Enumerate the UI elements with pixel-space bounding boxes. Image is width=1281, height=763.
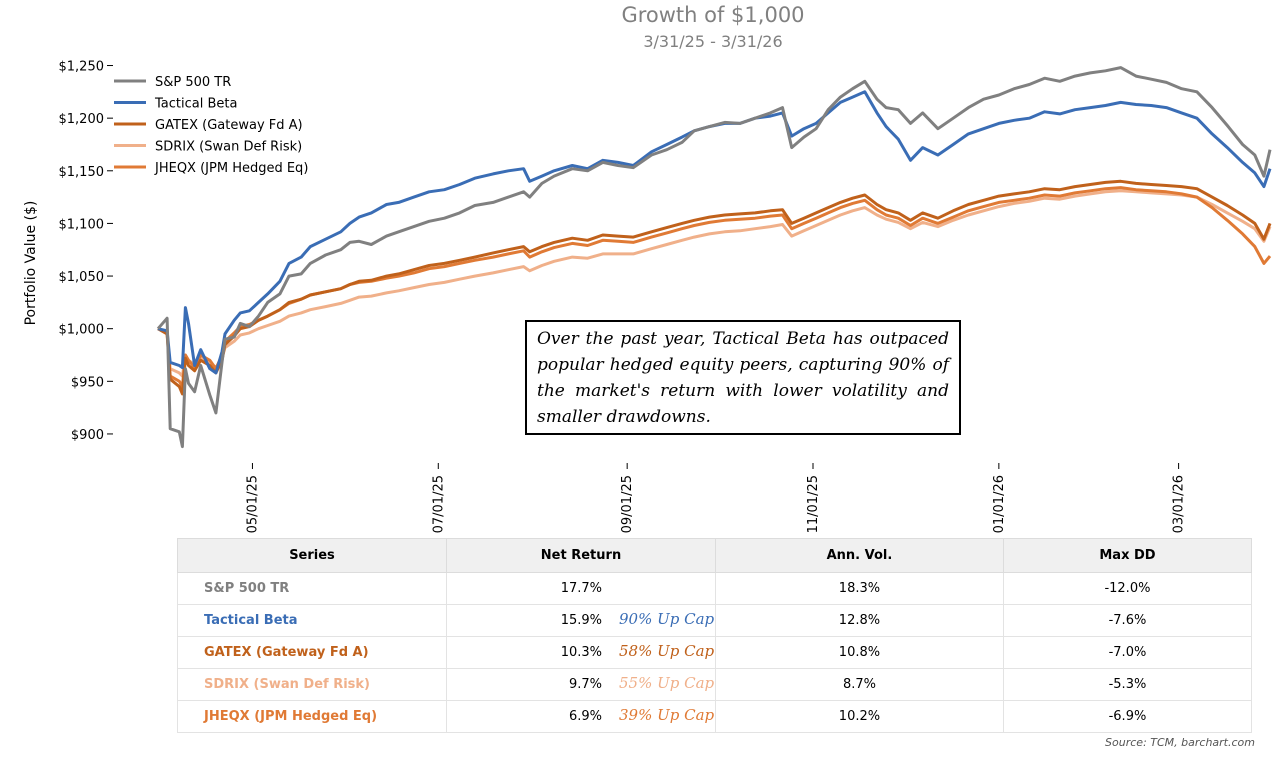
row-net-return: 15.9% 90% Up Cap [446, 604, 716, 637]
header-ann-vol: Ann. Vol. [715, 538, 1004, 573]
net-return-value: 9.7% [568, 677, 602, 692]
row-net-return: 6.9% 39% Up Cap [446, 700, 716, 733]
chart-subtitle: 3/31/25 - 3/31/26 [643, 32, 782, 51]
growth-chart: Growth of $1,000 3/31/25 - 3/31/26 Portf… [23, 3, 1272, 533]
series-lines [156, 66, 1272, 449]
y-tick-label: $1,250 [59, 60, 105, 75]
legend: S&P 500 TR Tactical Beta GATEX (Gateway Fd… [114, 75, 308, 176]
up-capture-note: 58% Up Cap [619, 642, 715, 660]
net-return-value: 15.9% [560, 613, 602, 628]
header-net-return: Net Return [446, 538, 716, 573]
table-row: JHEQX (JPM Hedged Eq) 6.9% 39% Up Cap 10.… [177, 700, 1253, 733]
table-row: SDRIX (Swan Def Risk) 9.7% 55% Up Cap 8.7… [177, 668, 1253, 701]
row-net-return: 10.3% 58% Up Cap [446, 636, 716, 669]
row-series-name: GATEX (Gateway Fd A) [177, 636, 447, 669]
y-tick-label: $1,200 [59, 112, 105, 127]
callout-box: Over the past year, Tactical Beta has ou… [525, 320, 961, 435]
x-tick-label: 05/01/25 [245, 475, 260, 533]
y-tick-label: $1,100 [59, 217, 105, 232]
header-series: Series [177, 538, 447, 573]
row-ann-vol: 18.3% [715, 572, 1004, 605]
net-return-value: 17.7% [560, 581, 602, 596]
row-ann-vol: 8.7% [715, 668, 1004, 701]
header-max-dd: Max DD [1002, 538, 1253, 573]
row-ann-vol: 12.8% [715, 604, 1004, 637]
table-header-row: Series Net Return Ann. Vol. Max DD [177, 538, 1253, 573]
series-line [156, 66, 1272, 449]
x-tick-label: 11/01/25 [806, 475, 821, 533]
y-tick-label: $1,150 [59, 165, 105, 180]
x-tick-label: 07/01/25 [431, 475, 446, 533]
source-note: Source: TCM, barchart.com [1105, 736, 1255, 749]
table-row: GATEX (Gateway Fd A) 10.3% 58% Up Cap 10.… [177, 636, 1253, 669]
legend-label: S&P 500 TR [155, 75, 231, 90]
row-series-name: S&P 500 TR [177, 572, 447, 605]
x-tick-label: 09/01/25 [620, 475, 635, 533]
x-tick-label: 03/01/26 [1172, 475, 1187, 533]
row-series-name: SDRIX (Swan Def Risk) [177, 668, 447, 701]
chart-title: Growth of $1,000 [621, 3, 804, 27]
y-tick-label: $1,050 [59, 270, 105, 285]
series-line [157, 189, 1272, 378]
legend-label: GATEX (Gateway Fd A) [155, 118, 303, 133]
legend-label: Tactical Beta [154, 97, 237, 112]
row-ann-vol: 10.8% [715, 636, 1004, 669]
up-capture-note: 39% Up Cap [619, 706, 715, 724]
net-return-value: 10.3% [560, 645, 602, 660]
row-net-return: 17.7% [446, 572, 716, 605]
row-net-return: 9.7% 55% Up Cap [446, 668, 716, 701]
net-return-value: 6.9% [568, 709, 602, 724]
series-line [157, 90, 1272, 375]
table-row: S&P 500 TR 17.7% 18.3% -12.0% [177, 572, 1253, 605]
row-max-dd: -12.0% [1002, 572, 1253, 605]
table-row: Tactical Beta 15.9% 90% Up Cap 12.8% -7.6… [177, 604, 1253, 637]
x-tick-label: 01/01/26 [992, 475, 1007, 533]
row-max-dd: -5.3% [1002, 668, 1253, 701]
y-tick-label: $900 [71, 428, 104, 443]
up-capture-note: 90% Up Cap [619, 610, 715, 628]
y-axis: $900 $950 $1,000 $1,050 $1,100 $1,150 $1,200 $1… [59, 60, 113, 443]
stats-table: Series Net Return Ann. Vol. Max DD S&P 5… [177, 538, 1253, 733]
legend-label: SDRIX (Swan Def Risk) [155, 140, 302, 155]
y-axis-label: Portfolio Value ($) [23, 201, 39, 326]
row-ann-vol: 10.2% [715, 700, 1004, 733]
row-max-dd: -6.9% [1002, 700, 1253, 733]
row-series-name: JHEQX (JPM Hedged Eq) [177, 700, 447, 733]
y-tick-label: $1,000 [59, 323, 105, 338]
legend-label: JHEQX (JPM Hedged Eq) [154, 161, 308, 176]
row-series-name: Tactical Beta [177, 604, 447, 637]
row-max-dd: -7.6% [1002, 604, 1253, 637]
x-axis: 05/01/25 07/01/25 09/01/25 11/01/25 01/01/26… [245, 463, 1187, 533]
up-capture-note: 55% Up Cap [619, 674, 715, 692]
row-max-dd: -7.0% [1002, 636, 1253, 669]
y-tick-label: $950 [71, 375, 104, 390]
